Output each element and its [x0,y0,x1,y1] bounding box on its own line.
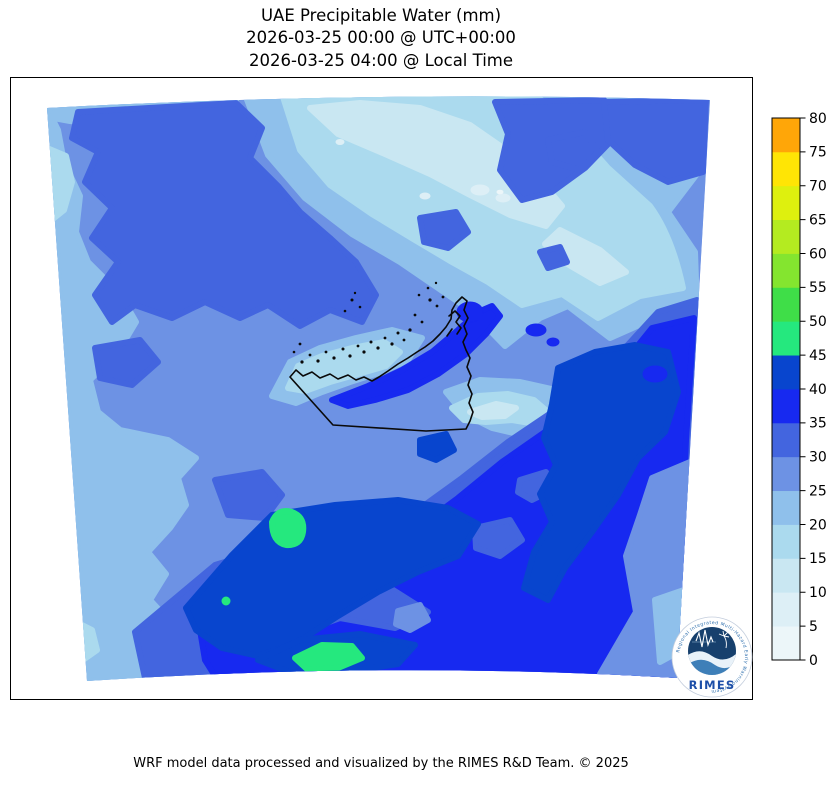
colorbar-tick-label-10: 10 [809,585,827,601]
colorbar-tick-label-60: 60 [809,246,827,262]
map-region [47,96,710,681]
colorbar-band-0-5 [772,626,800,661]
colorbar-band-10-15 [772,558,800,593]
figure-title: UAE Precipitable Water (mm) 2026-03-25 0… [0,5,762,72]
colorbar-bands [772,118,800,661]
colorbar-band-15-20 [772,524,800,559]
colorbar-tick-label-30: 30 [809,450,827,466]
colorbar-tick-label-0: 0 [809,653,818,669]
title-line-3: 2026-03-25 04:00 @ Local Time [248,50,514,70]
colorbar-band-40-45 [772,355,800,390]
footer-credit: WRF model data processed and visualized … [133,756,629,771]
colorbar-tick-label-45: 45 [809,348,827,364]
colorbar-tick-label-20: 20 [809,517,827,533]
colorbar-band-35-40 [772,389,800,424]
colorbar-band-50-55 [772,287,800,322]
colorbar-band-70-75 [772,151,800,187]
title-line-1: UAE Precipitable Water (mm) [260,6,502,25]
colorbar-band-5-10 [772,592,800,627]
colorbar-band-30-35 [772,422,800,458]
colorbar: 0 5 10 15 20 25 30 35 40 45 50 55 60 65 70 75 80 [771,111,827,669]
seismograph-icon [695,629,714,648]
contour-layer-40-45 [183,342,681,677]
colorbar-tick-label-40: 40 [809,382,827,398]
colorbar-band-20-25 [772,490,800,525]
rimes-logo: Regional Integrated Multi-Hazard Early W… [671,616,753,698]
colorbar-tick-label-35: 35 [809,416,827,432]
colorbar-tick-label-25: 25 [809,483,827,499]
title-line-2: 2026-03-25 00:00 @ UTC+00:00 [246,28,516,48]
colorbar-tick-label-50: 50 [809,314,827,330]
colorbar-band-65-70 [772,185,800,221]
colorbar-tick-label-65: 65 [809,212,827,228]
colorbar-band-75-80 [772,118,800,153]
uae-border [289,281,474,432]
rimes-logo-label: RIMES [689,678,736,692]
colorbar-band-45-50 [772,321,800,356]
colorbar-tick-label-55: 55 [809,280,827,296]
contour-layer-45-50 [221,508,365,673]
colorbar-band-55-60 [772,253,800,288]
colorbar-band-25-30 [772,456,800,492]
coastal-islands [292,281,445,364]
palm-tree-icon [718,630,730,649]
colorbar-tick-label-80: 80 [809,111,827,127]
colorbar-tick-label-5: 5 [809,619,818,635]
colorbar-tick-label-75: 75 [809,145,827,161]
colorbar-ticks: 0 5 10 15 20 25 30 35 40 45 50 55 60 65 70 75 80 [800,111,827,669]
colorbar-band-60-65 [772,219,800,254]
colorbar-tick-label-70: 70 [809,179,827,195]
colorbar-tick-label-15: 15 [809,551,827,567]
